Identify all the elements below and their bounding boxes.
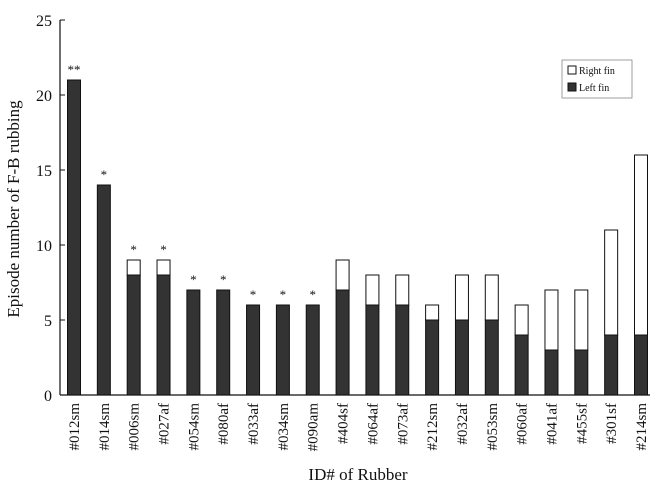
significance-mark: * bbox=[309, 287, 316, 302]
bar-right-fin bbox=[484, 274, 499, 321]
significance-annotations: **** ** ** * * bbox=[68, 62, 316, 302]
x-tick-label: #034sm bbox=[276, 403, 292, 451]
bar-right-fin bbox=[365, 274, 380, 306]
x-tick-label: #012sm bbox=[67, 403, 83, 451]
bar-right-fin bbox=[544, 289, 559, 351]
bars bbox=[67, 79, 648, 396]
x-tick-label: #054sm bbox=[186, 403, 202, 451]
bar-left-fin bbox=[335, 289, 350, 396]
bar-left-fin bbox=[305, 304, 320, 396]
x-axis-label: ID# of Rubber bbox=[308, 465, 407, 484]
x-tick-label: #073af bbox=[395, 403, 411, 445]
x-tick-label: #214sm bbox=[634, 403, 650, 451]
significance-mark: * bbox=[280, 287, 287, 302]
x-tick-label: #033af bbox=[246, 403, 262, 445]
bar-right-fin bbox=[604, 229, 619, 336]
x-tick-label: #027af bbox=[157, 403, 173, 445]
y-tick-label: 20 bbox=[36, 88, 52, 105]
x-tick-label: #032af bbox=[455, 403, 471, 445]
x-tick-label: #301sf bbox=[604, 403, 620, 444]
x-tick-label: #080af bbox=[216, 403, 232, 445]
x-tick-label: #041af bbox=[544, 403, 560, 445]
bar-left-fin bbox=[246, 304, 261, 396]
legend-swatch-left-fin bbox=[567, 82, 577, 92]
significance-mark: * bbox=[101, 167, 108, 182]
legend-swatch-right-fin bbox=[567, 65, 577, 75]
significance-mark: * bbox=[160, 242, 167, 257]
significance-mark: * bbox=[130, 242, 137, 257]
bar-right-fin bbox=[574, 289, 589, 351]
bar-right-fin bbox=[395, 274, 410, 306]
bar-right-fin bbox=[156, 259, 171, 276]
legend-label-left-fin: Left fin bbox=[579, 83, 609, 94]
x-tick-label: #404sf bbox=[336, 403, 352, 444]
x-tick-label: #006sm bbox=[127, 403, 143, 451]
y-tick-label: 0 bbox=[44, 388, 52, 405]
bar-right-fin bbox=[126, 259, 141, 276]
bar-right-fin bbox=[335, 259, 350, 291]
y-axis: 0 5 10 15 20 25 bbox=[36, 13, 65, 405]
x-tick-labels: #012sm #014sm #006sm #027af #054sm #080af #033… bbox=[67, 403, 650, 452]
bar-left-fin bbox=[96, 184, 111, 396]
x-tick-label: #455sf bbox=[574, 403, 590, 444]
bar-left-fin bbox=[156, 274, 171, 396]
x-tick-label: #090am bbox=[306, 403, 322, 452]
bar-left-fin bbox=[425, 319, 440, 396]
significance-mark: * bbox=[250, 287, 257, 302]
bar-left-fin bbox=[365, 304, 380, 396]
bar-left-fin bbox=[67, 79, 81, 396]
bar-right-fin bbox=[454, 274, 469, 321]
significance-mark: ** bbox=[68, 62, 81, 77]
bar-left-fin bbox=[514, 334, 529, 396]
significance-mark: * bbox=[220, 272, 227, 287]
x-tick-label: #212sm bbox=[425, 403, 441, 451]
bar-right-fin bbox=[634, 154, 648, 336]
bar-left-fin bbox=[574, 349, 589, 396]
bar-left-fin bbox=[216, 289, 231, 396]
y-tick-label: 5 bbox=[44, 313, 52, 330]
bar-left-fin bbox=[454, 319, 469, 396]
y-axis-label: Episode number of F-B rubbing bbox=[4, 100, 23, 318]
bar-left-fin bbox=[634, 334, 648, 396]
y-tick-label: 25 bbox=[36, 13, 52, 30]
legend-label-right-fin: Right fin bbox=[579, 66, 615, 77]
bar-right-fin bbox=[514, 304, 529, 336]
bar-left-fin bbox=[604, 334, 619, 396]
legend: Right fin Left fin bbox=[561, 59, 633, 99]
significance-mark: * bbox=[190, 272, 197, 287]
x-tick-label: #053sm bbox=[485, 403, 501, 451]
bar-left-fin bbox=[186, 289, 201, 396]
y-tick-label: 10 bbox=[36, 238, 52, 255]
bar-left-fin bbox=[126, 274, 141, 396]
bar-left-fin bbox=[275, 304, 290, 396]
x-tick-label: #060af bbox=[515, 403, 531, 445]
x-tick-label: #014sm bbox=[97, 403, 113, 451]
bar-left-fin bbox=[544, 349, 559, 396]
bar-left-fin bbox=[484, 319, 499, 396]
y-tick-label: 15 bbox=[36, 163, 52, 180]
bar-left-fin bbox=[395, 304, 410, 396]
x-tick-label: #064af bbox=[365, 403, 381, 445]
bar-right-fin bbox=[425, 304, 440, 321]
